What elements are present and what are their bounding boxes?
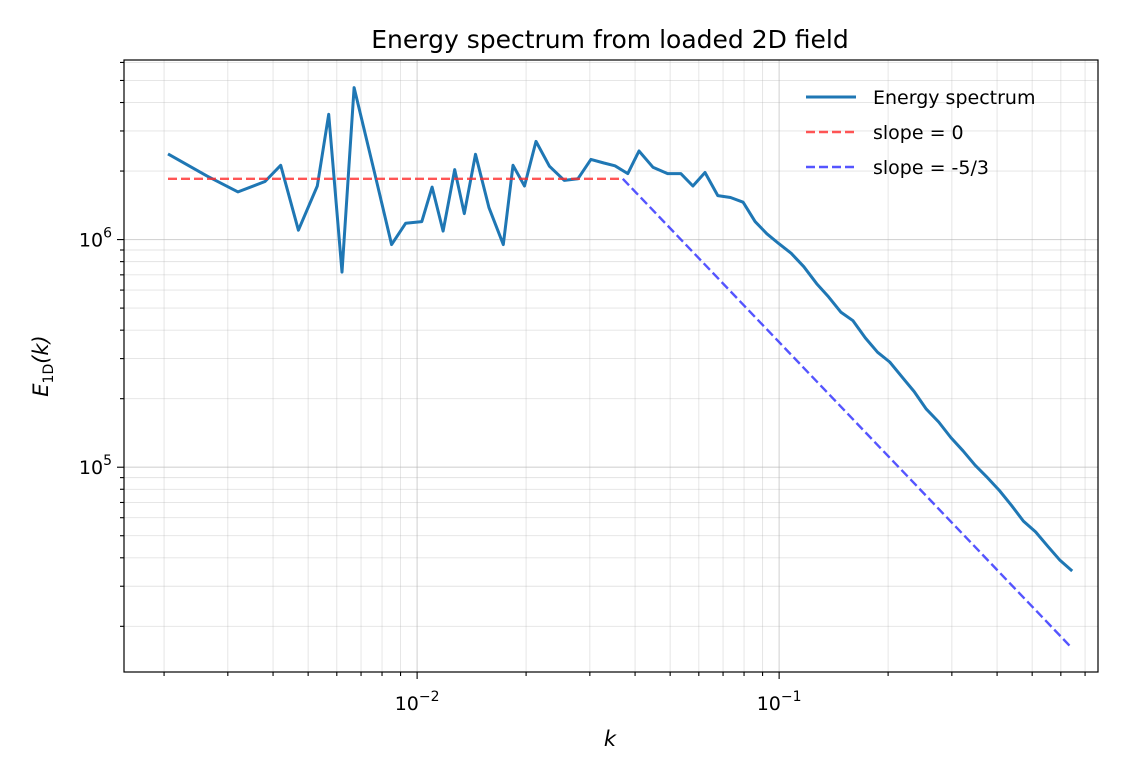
- legend-label-slope-0: slope = 0: [873, 122, 964, 144]
- x-tick-label: 10−1: [757, 689, 802, 715]
- major-grid: [124, 60, 1098, 672]
- x-tick-label: 10−2: [395, 689, 440, 715]
- chart-title: Energy spectrum from loaded 2D field: [371, 25, 849, 54]
- series-line-slope-5-3: [621, 177, 1074, 650]
- legend-label-slope-5-3: slope = -5/3: [873, 157, 989, 179]
- y-axis-label-subscript: 1D: [41, 364, 57, 384]
- x-axis-label: k: [604, 727, 617, 751]
- series-line-energy-spectrum: [167, 86, 1074, 573]
- y-tick-label: 106: [79, 226, 112, 252]
- y-axis-label-main: E: [29, 383, 53, 397]
- y-tick-label-base: 10: [79, 457, 103, 479]
- ticks-layer: [117, 61, 1086, 679]
- series-layer: [167, 86, 1074, 650]
- y-axis-label-paren: (k): [29, 335, 53, 364]
- legend-label-energy-spectrum: Energy spectrum: [873, 87, 1035, 109]
- x-tick-label-exponent: −2: [419, 689, 440, 705]
- y-tick-label-base: 10: [79, 230, 103, 252]
- y-axis-label: E1D(k): [29, 335, 57, 397]
- minor-grid: [124, 60, 1098, 672]
- x-tick-label-exponent: −1: [781, 689, 802, 705]
- x-tick-label-base: 10: [757, 693, 781, 715]
- y-tick-label: 105: [79, 453, 112, 479]
- x-tick-label-base: 10: [395, 693, 419, 715]
- y-tick-label-exponent: 5: [103, 453, 112, 469]
- plot-frame: [123, 59, 1099, 673]
- legend: Energy spectrum slope = 0 slope = -5/3: [806, 87, 1035, 179]
- y-tick-label-exponent: 6: [103, 226, 112, 242]
